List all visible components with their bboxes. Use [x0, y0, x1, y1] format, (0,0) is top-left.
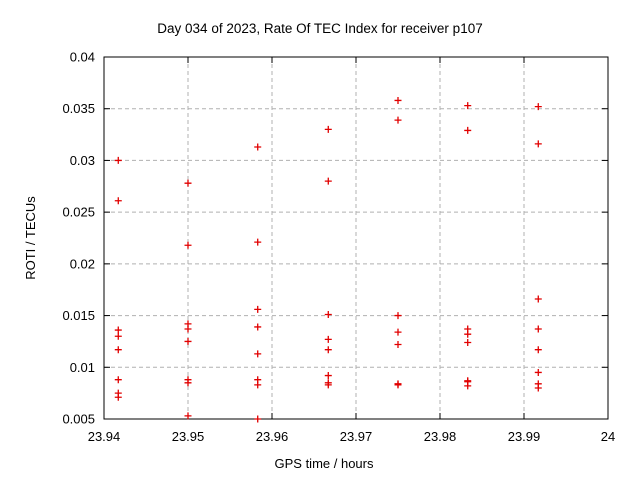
y-tick-label: 0.025	[62, 205, 95, 220]
x-tick-label: 23.99	[508, 429, 541, 444]
y-tick-label: 0.005	[62, 412, 95, 427]
data-point	[114, 376, 122, 384]
data-point	[394, 96, 402, 104]
plot-border	[103, 56, 609, 420]
data-point	[324, 381, 332, 389]
x-tick-label: 23.95	[172, 429, 205, 444]
data-point	[534, 384, 542, 392]
data-point	[254, 415, 262, 423]
data-point	[254, 323, 262, 331]
y-tick-label: 0.02	[70, 256, 95, 271]
y-axis-label: ROTI / TECUs	[23, 196, 38, 280]
data-point	[184, 379, 192, 387]
data-point	[184, 412, 192, 420]
data-point	[324, 335, 332, 343]
data-point	[324, 346, 332, 354]
data-point	[254, 350, 262, 358]
x-tick-label: 24	[601, 429, 615, 444]
data-point	[534, 346, 542, 354]
data-point	[394, 312, 402, 320]
data-point	[254, 143, 262, 151]
data-point	[184, 337, 192, 345]
data-point	[114, 346, 122, 354]
chart-title: Day 034 of 2023, Rate Of TEC Index for r…	[157, 21, 482, 36]
data-point	[184, 241, 192, 249]
data-point-layer	[114, 96, 542, 423]
axis-layer: 0.005 0.01 0.015 0.02 0.025 0.03 0.035 0.04 23.9…	[62, 50, 615, 445]
data-point	[394, 381, 402, 389]
data-point	[394, 116, 402, 124]
data-point	[324, 372, 332, 380]
data-point	[324, 177, 332, 185]
data-point	[534, 295, 542, 303]
data-point	[254, 305, 262, 313]
x-tick-label: 23.94	[88, 429, 121, 444]
data-point	[184, 179, 192, 187]
data-point	[114, 393, 122, 401]
data-point	[534, 368, 542, 376]
data-point	[464, 338, 472, 346]
data-point	[534, 140, 542, 148]
data-point	[254, 381, 262, 389]
data-point	[464, 126, 472, 134]
x-tick-label: 23.97	[340, 429, 373, 444]
data-point	[254, 238, 262, 246]
data-point	[114, 332, 122, 340]
x-tick-label: 23.96	[256, 429, 289, 444]
y-tick-label: 0.04	[70, 50, 95, 65]
data-point	[394, 328, 402, 336]
data-point	[534, 103, 542, 111]
data-point	[464, 330, 472, 338]
data-point	[464, 102, 472, 110]
y-tick-label: 0.01	[70, 360, 95, 375]
data-point	[464, 382, 472, 390]
data-point	[324, 311, 332, 319]
y-tick-label: 0.015	[62, 308, 95, 323]
data-point	[114, 326, 122, 334]
grid-layer	[104, 57, 608, 419]
data-point	[394, 341, 402, 349]
data-point	[184, 325, 192, 333]
y-tick-label: 0.03	[70, 153, 95, 168]
data-point	[324, 125, 332, 133]
x-tick-label: 23.98	[424, 429, 457, 444]
data-point	[534, 325, 542, 333]
y-tick-label: 0.035	[62, 101, 95, 116]
data-point	[114, 197, 122, 205]
x-axis-label: GPS time / hours	[275, 456, 374, 471]
data-point	[114, 156, 122, 164]
